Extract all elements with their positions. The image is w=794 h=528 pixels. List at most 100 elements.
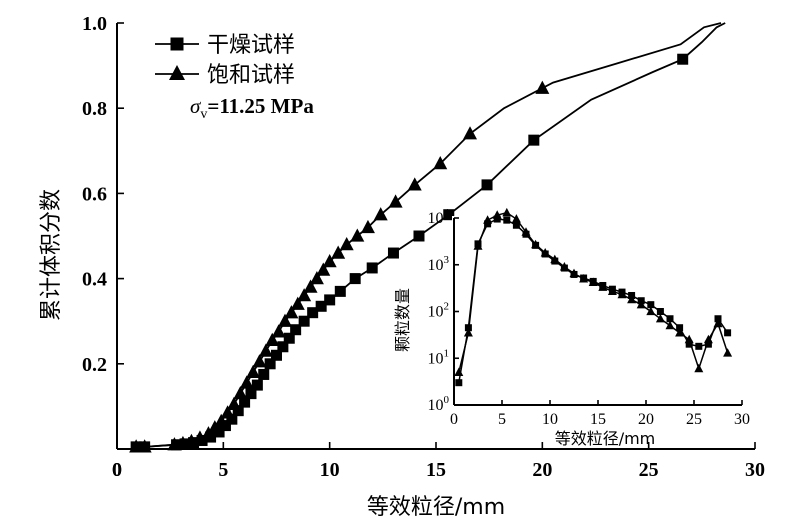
inset-series-markers [454,207,733,387]
main-marker-saturated [192,430,207,444]
inset-marker-dry [493,215,501,223]
inset-x-tick-label: 15 [590,411,606,428]
inset-x-tick-label: 10 [542,411,558,428]
inset-marker-dry [714,315,722,323]
main-marker-dry [324,294,336,306]
main-marker-dry [307,307,319,319]
inset-marker-dry [666,315,674,323]
main-marker-dry [245,388,257,400]
main-marker-saturated [284,305,299,319]
inset-marker-saturated [684,334,694,344]
main-marker-dry [315,300,327,312]
inset-y-tick-label: 103 [428,254,450,274]
main-marker-dry [251,379,263,391]
legend-marker-dry [170,37,184,51]
main-marker-saturated [350,228,365,242]
inset-marker-saturated [598,282,608,291]
inset-marker-saturated [655,313,665,323]
inset-marker-saturated [579,273,589,283]
inset-marker-dry [455,379,463,387]
main-x-tick-label: 10 [320,459,340,481]
inset-marker-dry [503,216,511,224]
main-marker-dry [528,134,540,146]
inset-marker-dry [647,301,655,309]
main-marker-dry [226,413,238,425]
inset-marker-saturated [502,207,512,217]
main-origin-label: 0 [112,459,122,481]
inset-marker-saturated [559,262,569,271]
main-marker-saturated [258,343,273,357]
inset-marker-saturated [569,268,579,278]
inset-marker-saturated [713,318,723,328]
main-marker-dry [277,341,289,353]
inset-x-tick-label: 30 [734,411,750,428]
main-x-tick-label: 25 [639,459,659,481]
stress-value: =11.25 MPa [207,94,314,118]
main-x-tick-label: 15 [426,459,446,481]
main-x-tick-label: 20 [532,459,552,481]
inset-marker-dry [512,221,520,229]
main-marker-saturated [316,262,331,276]
main-marker-saturated [303,279,318,293]
main-marker-saturated [220,405,235,419]
inset-marker-dry [484,220,492,228]
main-marker-dry [334,285,346,297]
main-marker-dry [290,324,302,336]
main-y-tick-label: 0.2 [82,354,107,376]
inset-marker-dry [676,324,684,332]
inset-marker-saturated [627,294,637,304]
inset-marker-saturated [473,241,483,250]
main-marker-saturated [278,313,293,327]
inset-y-tick-label: 100 [428,394,450,414]
main-x-tick-label: 5 [218,459,228,481]
main-marker-dry [258,368,270,380]
inset-marker-saturated [531,239,541,249]
main-marker-dry [349,273,361,285]
inset-y-tick-label: 101 [428,347,450,367]
main-marker-saturated [373,207,388,221]
inset-marker-saturated [550,254,560,264]
main-marker-dry [413,230,425,242]
inset-marker-dry [656,308,664,315]
legend-label-dry: 干燥试样 [207,33,295,58]
inset-marker-saturated [636,299,646,309]
inset-axes: 0 5 10 15 20 25 30 100 101 102 103 104 [428,207,751,428]
inset-marker-saturated [511,214,521,223]
inset-marker-saturated [588,277,598,287]
main-marker-dry [366,262,378,274]
main-marker-saturated [184,433,199,448]
main-marker-dry [677,53,689,65]
inset-x-tick-label: 25 [686,411,702,428]
main-marker-saturated [233,386,248,400]
main-marker-saturated [297,288,312,302]
inset-marker-dry [724,329,732,337]
inset-marker-dry [695,342,703,350]
inset-marker-saturated [665,320,675,330]
main-marker-dry [387,247,399,259]
inset-y-tick-label: 102 [428,301,450,321]
inset-marker-saturated [675,327,685,337]
main-marker-saturated [433,156,448,170]
inset-marker-saturated [454,367,464,376]
main-marker-saturated [309,271,324,285]
stress-annotation: σv=11.25 MPa [190,94,314,122]
main-marker-dry [443,209,455,221]
main-y-tick-label: 0.8 [82,98,107,120]
stress-symbol: σ [190,94,202,118]
main-marker-saturated [290,296,305,310]
inset-marker-saturated [723,348,733,357]
main-x-axis-title: 等效粒径/mm [367,495,505,520]
main-marker-dry [239,396,251,408]
legend-label-saturated: 饱和试样 [207,63,295,88]
inset-background [452,216,747,404]
inset-marker-dry [685,340,693,348]
inset-marker-saturated [483,215,493,224]
inset-x-tick-label: 5 [498,411,506,428]
main-y-axis-title: 累计体积分数 [39,189,64,321]
main-marker-saturated [388,194,403,208]
main-marker-saturated [331,245,346,259]
main-y-tick-label: 0.4 [82,269,107,291]
inset-marker-saturated [463,327,473,337]
main-marker-saturated [271,324,286,338]
main-marker-saturated [322,254,337,268]
